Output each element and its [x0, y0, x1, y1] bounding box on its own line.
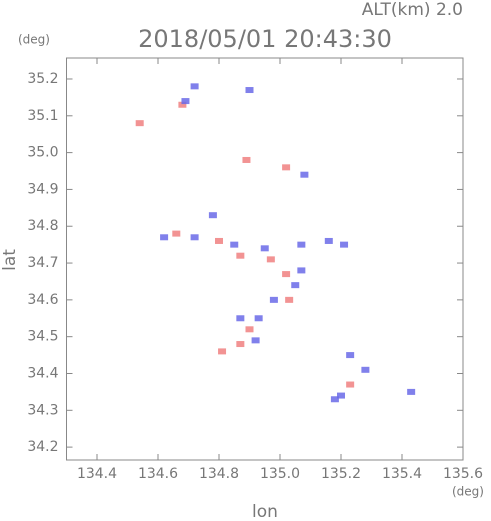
echo-point: [330, 396, 339, 403]
echo-point: [297, 241, 306, 248]
x-tick-label: 135.2: [321, 466, 361, 482]
echo-point: [245, 326, 254, 333]
echo-point: [337, 392, 345, 399]
y-tick-label: 35.0: [27, 145, 58, 161]
echo-point: [208, 212, 217, 219]
x-tick-label: 135.0: [260, 466, 300, 482]
echo-point: [172, 230, 181, 237]
echo-point: [324, 237, 333, 244]
y-unit: (deg): [18, 33, 50, 47]
y-tick-label: 35.1: [27, 108, 58, 124]
echo-point: [245, 87, 254, 94]
echo-point: [160, 234, 169, 241]
y-tick-label: 34.4: [27, 365, 58, 381]
echo-point: [230, 241, 239, 248]
echo-point: [340, 241, 349, 248]
y-tick-label: 34.5: [27, 329, 58, 345]
x-tick-label: 135.6: [443, 466, 483, 482]
echo-point: [236, 341, 245, 348]
echo-point: [346, 352, 355, 359]
echo-point: [178, 101, 187, 108]
echo-point: [236, 315, 245, 322]
echo-point: [282, 164, 291, 171]
y-axis-label: lat: [0, 249, 20, 271]
echo-point: [260, 245, 269, 252]
x-tick-label: 135.4: [382, 466, 422, 482]
x-tick-label: 134.4: [77, 466, 117, 482]
chart-title: 2018/05/01 20:43:30: [138, 25, 392, 53]
echo-point: [215, 237, 223, 244]
echo-point: [300, 171, 309, 178]
y-tick-label: 34.9: [27, 181, 58, 197]
echo-point: [242, 156, 251, 163]
y-tick-label: 34.2: [27, 439, 58, 455]
echo-point: [407, 388, 416, 395]
echo-point: [297, 267, 306, 274]
y-tick-label: 34.6: [27, 292, 58, 308]
echo-point: [135, 120, 144, 127]
echo-point: [251, 337, 260, 344]
echo-point: [269, 296, 278, 303]
y-tick-label: 35.2: [27, 71, 58, 87]
echo-point: [266, 256, 275, 263]
x-tick-label: 134.8: [199, 466, 239, 482]
plot-frame: [66, 57, 464, 461]
echo-point: [236, 252, 245, 259]
x-tick-label: 134.6: [138, 466, 178, 482]
echo-point: [282, 271, 291, 278]
x-axis-label: lon: [252, 502, 278, 521]
y-tick-label: 34.3: [27, 402, 58, 418]
altitude-label: ALT(km) 2.0: [362, 0, 463, 20]
echo-point: [190, 83, 199, 90]
echo-point: [291, 282, 300, 289]
y-tick-label: 34.7: [27, 255, 58, 271]
echo-point: [254, 315, 263, 322]
y-tick-label: 34.8: [27, 218, 58, 234]
echo-point: [285, 296, 294, 303]
echo-point: [218, 348, 227, 355]
x-unit: (deg): [452, 485, 484, 499]
echo-point: [181, 98, 190, 105]
echo-point: [190, 234, 199, 241]
echo-point: [346, 381, 355, 388]
echo-point: [361, 366, 370, 373]
